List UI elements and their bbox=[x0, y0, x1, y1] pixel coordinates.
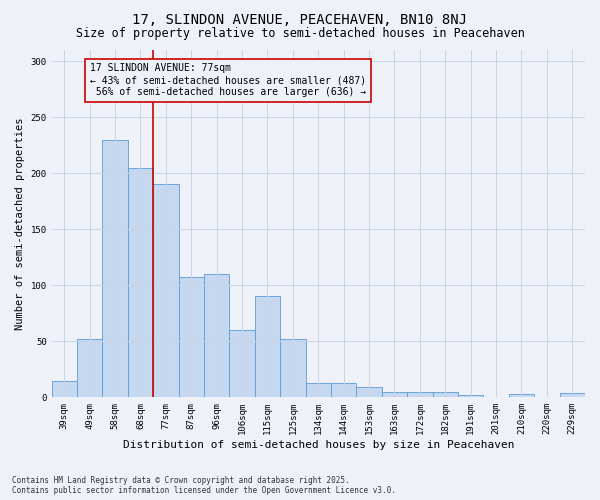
Text: 17, SLINDON AVENUE, PEACEHAVEN, BN10 8NJ: 17, SLINDON AVENUE, PEACEHAVEN, BN10 8NJ bbox=[133, 12, 467, 26]
Text: Contains HM Land Registry data © Crown copyright and database right 2025.
Contai: Contains HM Land Registry data © Crown c… bbox=[12, 476, 396, 495]
Bar bbox=[382, 392, 407, 398]
Bar bbox=[407, 392, 433, 398]
Y-axis label: Number of semi-detached properties: Number of semi-detached properties bbox=[15, 118, 25, 330]
Bar bbox=[128, 168, 153, 398]
Bar bbox=[331, 383, 356, 398]
Bar bbox=[509, 394, 534, 398]
X-axis label: Distribution of semi-detached houses by size in Peacehaven: Distribution of semi-detached houses by … bbox=[122, 440, 514, 450]
Bar bbox=[103, 140, 128, 398]
Bar bbox=[52, 380, 77, 398]
Bar bbox=[153, 184, 179, 398]
Bar bbox=[560, 393, 585, 398]
Bar bbox=[458, 395, 484, 398]
Bar bbox=[433, 392, 458, 398]
Bar bbox=[255, 296, 280, 398]
Bar bbox=[356, 387, 382, 398]
Text: Size of property relative to semi-detached houses in Peacehaven: Size of property relative to semi-detach… bbox=[76, 28, 524, 40]
Text: 17 SLINDON AVENUE: 77sqm
← 43% of semi-detached houses are smaller (487)
 56% of: 17 SLINDON AVENUE: 77sqm ← 43% of semi-d… bbox=[89, 64, 366, 96]
Bar bbox=[280, 339, 305, 398]
Bar bbox=[229, 330, 255, 398]
Bar bbox=[179, 278, 204, 398]
Bar bbox=[77, 339, 103, 398]
Bar bbox=[204, 274, 229, 398]
Bar bbox=[305, 383, 331, 398]
